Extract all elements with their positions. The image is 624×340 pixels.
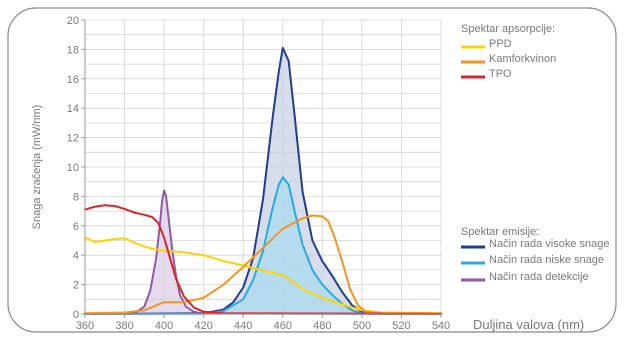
x-tick-label: 380 [115,320,133,332]
y-tick-label: 14 [67,103,79,115]
legend-label-tpo: TPO [489,68,512,80]
x-tick-label: 440 [234,320,252,332]
series-fills [85,47,441,315]
legend-label-ppd: PPD [489,38,512,50]
series-area-nacin-rada-niske-snage [85,177,441,314]
legend-label-kamforkvinon: Kamforkvinon [489,53,556,65]
legend-emission: Spektar emisije: Način rada visoke snage… [461,226,609,283]
series-line-nacin-rada-detekcije [84,189,442,315]
legend-label-low-power: Način rada niske snage [489,254,604,266]
series-line-kamforkvinon [84,214,442,315]
ticks: 0 2 4 6 8 10 12 14 16 18 20 360 380 400 420 440 460 480 50… [67,15,450,332]
x-tick-label: 540 [432,320,450,332]
y-tick-label: 6 [73,221,79,233]
series-line-ppd [84,236,442,315]
legend-absorption-title: Spektar apsorpcije: [461,23,555,35]
y-tick-label: 18 [67,44,79,56]
y-tick-label: 0 [73,309,79,321]
y-tick-label: 16 [67,74,79,86]
series-line-tpo [84,204,442,315]
y-tick-label: 8 [73,191,79,203]
series-area-nacin-rada-detekcije [85,190,441,314]
legend-label-high-power: Način rada visoke snage [489,238,609,250]
x-axis-title: Duljina valova (nm) [473,317,584,332]
series-line-nacin-rada-visoke-snage [84,46,442,315]
x-tick-label: 520 [392,320,410,332]
series-lines [84,46,442,315]
legend-absorption: Spektar apsorpcije: PPD Kamforkvinon TPO [461,23,556,80]
x-tick-label: 420 [194,320,212,332]
legend-emission-title: Spektar emisije: [461,226,539,238]
x-tick-label: 400 [155,320,173,332]
y-tick-label: 4 [73,250,79,262]
x-tick-label: 500 [353,320,371,332]
y-tick-label: 20 [67,15,79,27]
y-tick-label: 10 [67,162,79,174]
x-tick-label: 360 [76,320,94,332]
legend-label-detection: Način rada detekcije [489,271,589,283]
x-tick-label: 480 [313,320,331,332]
y-tick-label: 2 [73,280,79,292]
x-tick-label: 460 [274,320,292,332]
y-tick-label: 12 [67,133,79,145]
y-axis-title: Snaga zračenja (mW/nm) [31,105,43,230]
